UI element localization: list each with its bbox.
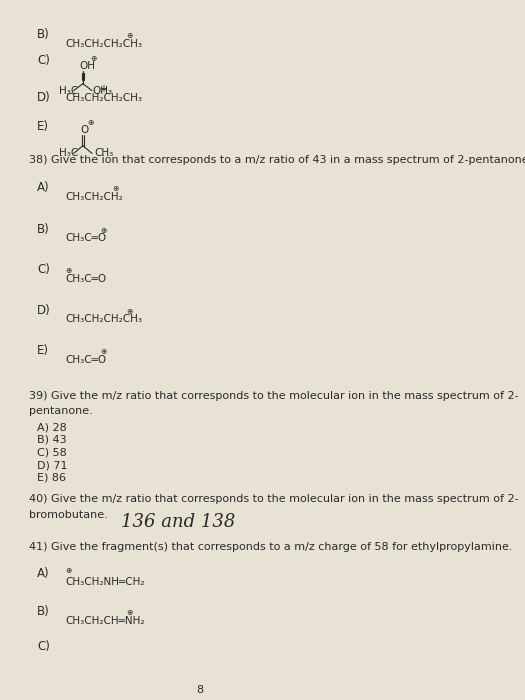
Text: A) 28: A) 28 <box>37 422 67 433</box>
Text: 136 and 138: 136 and 138 <box>121 512 235 531</box>
Text: CH₃C═O: CH₃C═O <box>65 233 106 244</box>
Text: ⊕: ⊕ <box>65 267 71 275</box>
Text: 40) Give the m/z ratio that corresponds to the molecular ion in the mass spectru: 40) Give the m/z ratio that corresponds … <box>29 494 519 504</box>
Text: ⊕: ⊕ <box>113 184 119 193</box>
Text: OH₃: OH₃ <box>93 85 113 96</box>
Text: CH₃: CH₃ <box>94 148 113 158</box>
Text: B) 43: B) 43 <box>37 435 67 445</box>
Text: A): A) <box>37 181 50 194</box>
Text: bromobutane.: bromobutane. <box>29 510 108 519</box>
Text: OH: OH <box>80 61 96 71</box>
Text: C) 58: C) 58 <box>37 447 67 458</box>
Text: C): C) <box>37 54 50 67</box>
Text: E): E) <box>37 120 49 134</box>
Text: E): E) <box>37 344 49 357</box>
Text: CH₃C═O: CH₃C═O <box>65 274 106 284</box>
Text: ⊕: ⊕ <box>127 608 133 617</box>
Text: 41) Give the fragment(s) that corresponds to a m/z charge of 58 for ethylpropyla: 41) Give the fragment(s) that correspond… <box>29 542 513 552</box>
Text: H₃C: H₃C <box>59 85 78 96</box>
Text: C): C) <box>37 263 50 276</box>
Text: D) 71: D) 71 <box>37 460 68 470</box>
Text: pentanone.: pentanone. <box>29 407 93 416</box>
Text: ⊕: ⊕ <box>90 54 97 63</box>
Text: ⊕: ⊕ <box>100 226 106 235</box>
Text: O: O <box>81 125 89 135</box>
Text: D): D) <box>37 91 51 104</box>
Text: CH₃C═O: CH₃C═O <box>65 355 106 365</box>
Text: ⊕: ⊕ <box>88 118 94 127</box>
Text: E) 86: E) 86 <box>37 473 66 482</box>
Text: B): B) <box>37 29 50 41</box>
Text: CH₃CH₂NH═CH₂: CH₃CH₂NH═CH₂ <box>65 578 144 587</box>
Text: CH₃CH₂CH₂CH₃: CH₃CH₂CH₂CH₃ <box>65 39 142 49</box>
Text: CH₃CH₂CH₂CH₃: CH₃CH₂CH₂CH₃ <box>65 314 142 324</box>
Text: ⊕: ⊕ <box>65 566 71 575</box>
Text: D): D) <box>37 304 51 317</box>
Text: B): B) <box>37 223 50 236</box>
Text: 8: 8 <box>196 685 204 695</box>
Text: +: + <box>99 84 107 95</box>
Text: C): C) <box>37 640 50 653</box>
Text: ⊕: ⊕ <box>127 32 133 41</box>
Text: CH₃CH₂CH₂CH₃: CH₃CH₂CH₂CH₃ <box>65 92 142 103</box>
Text: CH₃CH₂CH₂: CH₃CH₂CH₂ <box>65 192 123 202</box>
Text: ⊕: ⊕ <box>127 307 133 316</box>
Text: A): A) <box>37 566 50 580</box>
Text: ⊕: ⊕ <box>100 347 106 356</box>
Text: 38) Give the ion that corresponds to a m/z ratio of 43 in a mass spectrum of 2-p: 38) Give the ion that corresponds to a m… <box>29 155 525 164</box>
Text: B): B) <box>37 605 50 618</box>
Text: 39) Give the m/z ratio that corresponds to the molecular ion in the mass spectru: 39) Give the m/z ratio that corresponds … <box>29 391 519 401</box>
Text: CH₃CH₂CH═NH₂: CH₃CH₂CH═NH₂ <box>65 615 144 626</box>
Text: H₃C: H₃C <box>59 148 78 158</box>
